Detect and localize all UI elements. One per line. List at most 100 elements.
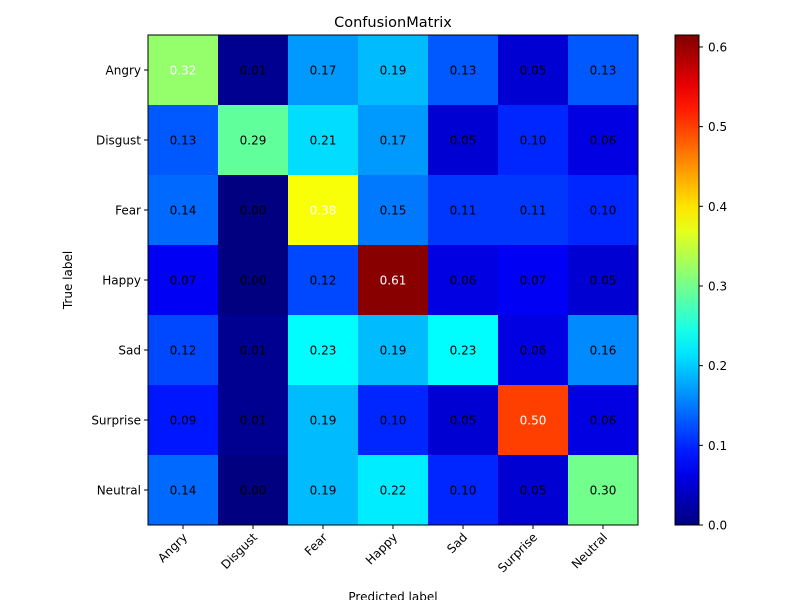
cell-value-label: 0.19 <box>310 484 337 498</box>
x-tick-label: Neutral <box>569 530 610 571</box>
heatmap-cell <box>498 245 568 315</box>
heatmap-cell <box>218 385 288 455</box>
heatmap-cell <box>358 385 428 455</box>
heatmap-cell <box>288 175 358 245</box>
heatmap-cell <box>358 35 428 105</box>
x-tick-label: Surprise <box>495 530 540 575</box>
cell-value-label: 0.11 <box>450 204 477 218</box>
heatmap-cell <box>288 455 358 525</box>
cell-value-label: 0.07 <box>170 274 197 288</box>
heatmap-cell <box>428 385 498 455</box>
cell-value-label: 0.01 <box>240 344 267 358</box>
cell-value-label: 0.12 <box>170 344 197 358</box>
x-tick-label: Fear <box>302 530 330 558</box>
cell-value-label: 0.61 <box>380 274 407 288</box>
x-axis-ticks: Angry Disgust Fear Happy Sad Surprise Neutral <box>155 525 610 575</box>
y-axis-label: True label <box>61 251 75 310</box>
cell-value-label: 0.05 <box>520 64 547 78</box>
chart-title: ConfusionMatrix <box>334 15 452 31</box>
x-axis-label: Predicted label <box>348 590 437 600</box>
x-tick-label: Disgust <box>218 530 260 572</box>
colorbar-tick-label: 0.3 <box>708 279 727 293</box>
heatmap-cell <box>568 105 638 175</box>
cell-value-label: 0.17 <box>310 64 337 78</box>
cell-value-label: 0.32 <box>170 64 197 78</box>
heatmap-cell <box>498 385 568 455</box>
cell-value-label: 0.50 <box>520 414 547 428</box>
cell-value-label: 0.22 <box>380 484 407 498</box>
heatmap-cell <box>568 455 638 525</box>
heatmap-cell <box>148 385 218 455</box>
heatmap-cell <box>288 245 358 315</box>
cell-value-label: 0.00 <box>240 274 267 288</box>
heatmap-cell <box>148 105 218 175</box>
heatmap-cell <box>148 315 218 385</box>
cell-value-label: 0.11 <box>520 204 547 218</box>
cell-value-label: 0.14 <box>170 204 197 218</box>
heatmap-cell <box>288 385 358 455</box>
heatmap-cell <box>358 175 428 245</box>
cell-value-label: 0.23 <box>450 344 477 358</box>
cell-value-label: 0.17 <box>380 134 407 148</box>
heatmap-cell-labels: 0.32 0.01 0.17 0.19 0.13 0.05 0.13 0.13 0.29 0.21… <box>170 64 617 498</box>
heatmap-cell <box>218 105 288 175</box>
heatmap-cell <box>498 455 568 525</box>
heatmap-cell <box>358 245 428 315</box>
cell-value-label: 0.05 <box>450 134 477 148</box>
heatmap-cell <box>498 35 568 105</box>
heatmap-cell <box>288 35 358 105</box>
x-tick-label: Happy <box>363 530 400 567</box>
heatmap-cells <box>148 35 638 525</box>
heatmap-cell <box>218 315 288 385</box>
cell-value-label: 0.13 <box>590 64 617 78</box>
cell-value-label: 0.00 <box>240 204 267 218</box>
heatmap-cell <box>568 175 638 245</box>
colorbar-ticks: 0.0 0.1 0.2 0.3 0.4 0.5 0.6 <box>699 40 727 533</box>
cell-value-label: 0.05 <box>450 414 477 428</box>
y-tick-label: Neutral <box>97 484 141 498</box>
colorbar <box>674 34 700 526</box>
heatmap-cell <box>428 105 498 175</box>
heatmap-cell <box>218 35 288 105</box>
cell-value-label: 0.23 <box>310 344 337 358</box>
heatmap-cell <box>568 315 638 385</box>
cell-value-label: 0.10 <box>380 414 407 428</box>
heatmap-cell <box>148 175 218 245</box>
heatmap-cell <box>428 455 498 525</box>
colorbar-tick-label: 0.2 <box>708 359 727 373</box>
heatmap-cell <box>218 175 288 245</box>
cell-value-label: 0.16 <box>590 344 617 358</box>
colorbar-tick-label: 0.0 <box>708 519 727 533</box>
y-tick-label: Surprise <box>91 414 141 428</box>
y-tick-label: Disgust <box>96 134 141 148</box>
colorbar-tick-label: 0.5 <box>708 120 727 134</box>
cell-value-label: 0.19 <box>310 414 337 428</box>
heatmap-cell <box>148 35 218 105</box>
heatmap-cell <box>288 315 358 385</box>
cell-value-label: 0.13 <box>170 134 197 148</box>
cell-value-label: 0.05 <box>520 484 547 498</box>
heatmap-cell <box>148 245 218 315</box>
cell-value-label: 0.12 <box>310 274 337 288</box>
cell-value-label: 0.15 <box>380 204 407 218</box>
cell-value-label: 0.14 <box>170 484 197 498</box>
y-tick-label: Happy <box>102 274 141 288</box>
cell-value-label: 0.06 <box>590 414 617 428</box>
x-tick-label: Sad <box>444 530 470 556</box>
heatmap-cell <box>428 175 498 245</box>
heatmap-cell <box>568 35 638 105</box>
heatmap-cell <box>498 105 568 175</box>
cell-value-label: 0.38 <box>310 204 337 218</box>
heatmap-cell <box>358 105 428 175</box>
cell-value-label: 0.01 <box>240 414 267 428</box>
cell-value-label: 0.07 <box>520 274 547 288</box>
cell-value-label: 0.13 <box>450 64 477 78</box>
heatmap-cell <box>568 385 638 455</box>
y-tick-label: Angry <box>106 64 141 78</box>
cell-value-label: 0.19 <box>380 64 407 78</box>
y-axis-ticks: Angry Disgust Fear Happy Sad Surprise Neutral <box>91 64 148 498</box>
heatmap-cell <box>498 175 568 245</box>
heatmap-cell <box>568 245 638 315</box>
cell-value-label: 0.05 <box>590 274 617 288</box>
